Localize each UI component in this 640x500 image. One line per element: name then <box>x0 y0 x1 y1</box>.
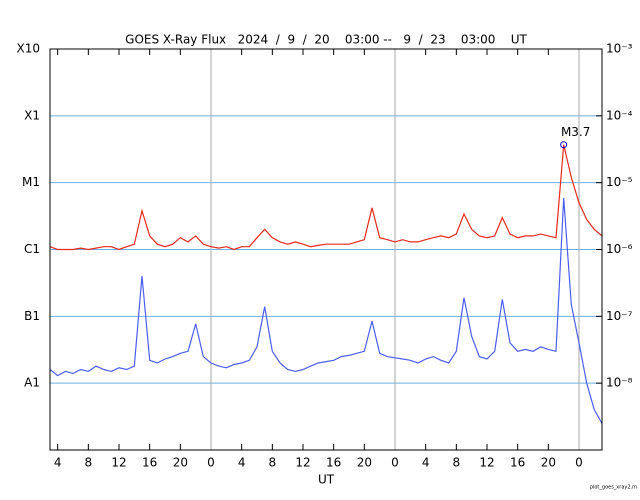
x-tick-label: 0 <box>391 456 399 470</box>
x-tick-label: 0 <box>575 456 583 470</box>
y-tick-label: X10 <box>17 42 41 56</box>
flux-line <box>49 144 603 251</box>
y-tick-label: B1 <box>24 309 40 323</box>
x-tick-label: 4 <box>422 456 430 470</box>
y2-tick-label: 10⁻³ <box>606 42 633 56</box>
x-tick-label: 8 <box>453 456 461 470</box>
footnote: plot_goes_xray2.m <box>590 485 637 491</box>
x-tick-label: 0 <box>207 456 215 470</box>
x-tick-label: 8 <box>85 456 93 470</box>
y2-tick-label: 10⁻⁷ <box>606 309 633 323</box>
y2-tick-label: 10⁻⁴ <box>606 108 633 122</box>
y2-tick-label: 10⁻⁶ <box>606 242 633 256</box>
x-tick-label: 16 <box>326 456 341 470</box>
x-axis-label: UT <box>318 473 335 487</box>
x-tick-label: 16 <box>142 456 157 470</box>
chart-title: GOES X-Ray Flux 2024 / 9 / 20 03:00 -- 9… <box>125 33 527 47</box>
annotation: M3.7 <box>561 125 590 139</box>
x-tick-label: 12 <box>111 456 126 470</box>
y2-tick-label: 10⁻⁸ <box>606 376 633 390</box>
x-tick-label: 12 <box>479 456 494 470</box>
x-tick-label: 4 <box>238 456 246 470</box>
plot-frame <box>49 48 603 451</box>
x-tick-label: 20 <box>541 456 556 470</box>
y2-tick-label: 10⁻⁵ <box>606 175 633 189</box>
y-tick-label: C1 <box>24 242 40 256</box>
peak-marker <box>560 141 568 149</box>
x-tick-label: 20 <box>357 456 372 470</box>
x-tick-label: 16 <box>510 456 525 470</box>
x-tick-label: 8 <box>269 456 277 470</box>
y-tick-label: X1 <box>24 108 40 122</box>
x-tick-label: 20 <box>173 456 188 470</box>
x-tick-label: 4 <box>54 456 62 470</box>
y-tick-label: M1 <box>22 175 40 189</box>
y-tick-label: A1 <box>24 376 40 390</box>
flux-line <box>49 197 603 424</box>
x-tick-label: 12 <box>295 456 310 470</box>
